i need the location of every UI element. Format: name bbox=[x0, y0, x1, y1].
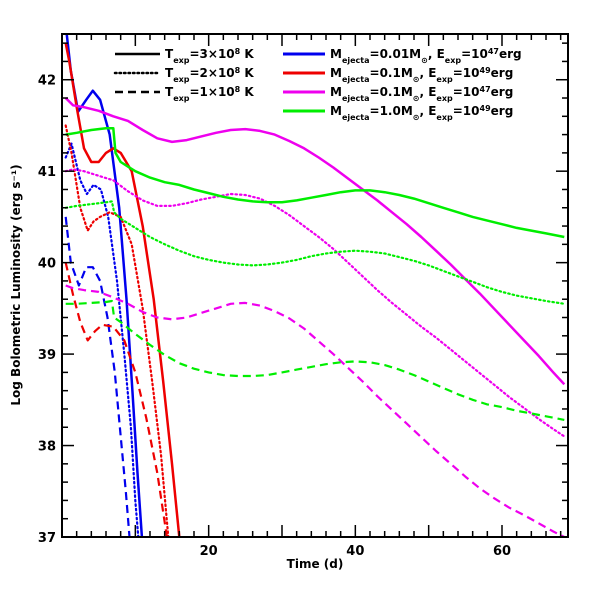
series-line-2 bbox=[64, 216, 131, 537]
series-line-6 bbox=[64, 97, 566, 386]
x-tick-label: 60 bbox=[493, 544, 511, 559]
legend-style-label: Texp=1×108 K bbox=[165, 85, 254, 103]
y-tick-label: 37 bbox=[38, 531, 56, 546]
series-line-1 bbox=[64, 142, 140, 537]
y-tick-label: 39 bbox=[38, 348, 56, 363]
series-line-4 bbox=[64, 124, 170, 537]
y-axis-label: Log Bolometric Luminosity (erg s⁻¹) bbox=[9, 164, 23, 405]
y-tick-label: 40 bbox=[38, 257, 56, 272]
legend-color-label: Mejecta=0.1M⊙, Eexp=1047erg bbox=[330, 85, 513, 103]
legend-color-label: Mejecta=0.01M⊙, Eexp=1047erg bbox=[330, 47, 522, 65]
x-tick-label: 40 bbox=[346, 544, 364, 559]
ticks-layer: 20 40 60 37 38 39 40 41 42 bbox=[38, 34, 568, 559]
series-line-5 bbox=[64, 262, 168, 537]
y-tick-label: 42 bbox=[38, 74, 56, 89]
x-tick-label: 20 bbox=[200, 544, 218, 559]
series-line-7 bbox=[64, 168, 566, 438]
legend-style-label: Texp=3×108 K bbox=[165, 47, 254, 65]
y-tick-label: 38 bbox=[38, 440, 56, 455]
series-line-3 bbox=[64, 42, 181, 537]
series-line-9 bbox=[65, 126, 565, 239]
series-layer bbox=[64, 34, 566, 537]
legend-style-label: Texp=2×108 K bbox=[165, 66, 254, 84]
legend-color-label: Mejecta=0.1M⊙, Eexp=1049erg bbox=[330, 66, 513, 84]
x-axis-label: Time (d) bbox=[287, 557, 344, 571]
legend-color-label: Mejecta=1.0M⊙, Eexp=1049erg bbox=[330, 104, 513, 122]
y-tick-label: 41 bbox=[38, 165, 56, 180]
series-line-8 bbox=[65, 284, 565, 537]
series-line-10 bbox=[64, 200, 566, 305]
series-line-11 bbox=[65, 299, 565, 421]
plot-frame bbox=[61, 33, 569, 538]
